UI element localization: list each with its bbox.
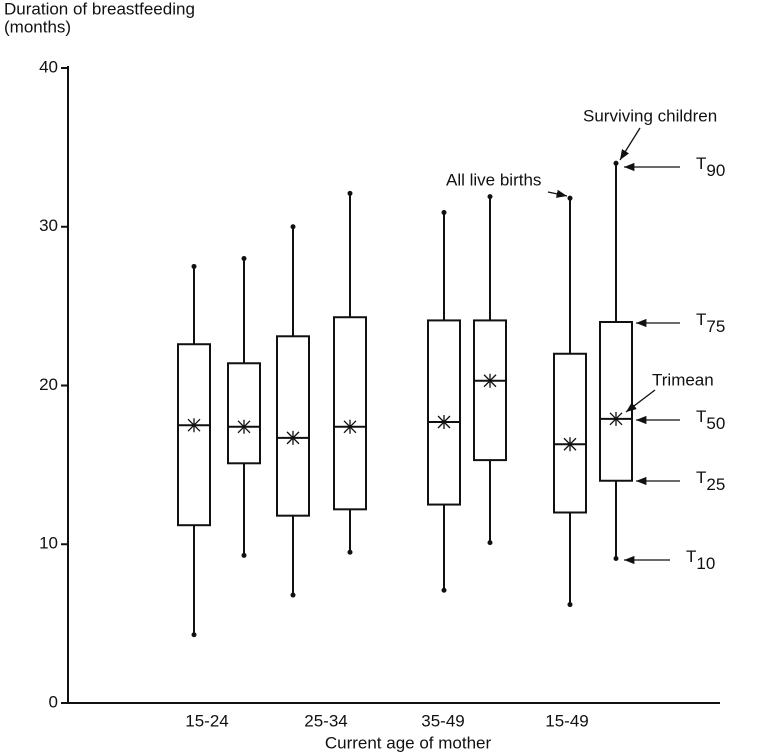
key-sub: 10	[696, 554, 715, 573]
key-sub: 25	[706, 475, 725, 494]
annotation: Surviving children	[583, 106, 717, 125]
annotation-arrow	[547, 189, 568, 198]
box	[427, 319, 461, 506]
box	[227, 362, 261, 465]
t10-dot	[567, 602, 573, 608]
trimean-star	[609, 411, 623, 426]
key-label: T10	[686, 547, 715, 573]
trimean-star	[343, 419, 357, 434]
y-axis-label: (months)	[4, 17, 71, 36]
y-tick-label: 40	[39, 57, 58, 76]
key-letter: T	[696, 310, 706, 329]
key-letter: T	[686, 547, 696, 566]
t90-dot	[441, 209, 447, 215]
x-tick-label: 25-34	[304, 711, 347, 730]
y-axis-label: Duration of breastfeeding	[4, 0, 195, 18]
trimean-star	[187, 418, 201, 433]
x-tick-label: 15-49	[545, 711, 588, 730]
key-sub: 50	[706, 414, 725, 433]
key-sub: 75	[706, 317, 725, 336]
trimean-star	[483, 373, 497, 388]
trimean-star	[563, 437, 577, 452]
trimean-star	[237, 419, 251, 434]
t10-dot	[487, 540, 493, 546]
t10-dot	[347, 549, 353, 555]
box	[276, 335, 310, 517]
y-tick-label: 10	[39, 534, 58, 553]
t90-dot	[487, 194, 493, 200]
t90-dot	[567, 195, 573, 201]
t10-dot	[290, 592, 296, 598]
t90-dot	[241, 256, 247, 261]
key-letter: T	[696, 154, 706, 173]
trimean-label: Trimean	[652, 370, 714, 389]
box	[333, 316, 367, 511]
y-tick-label: 20	[39, 375, 58, 394]
key-letter: T	[696, 407, 706, 426]
box	[553, 352, 587, 514]
t10-dot	[613, 556, 619, 562]
t90-dot	[347, 190, 353, 196]
t90-dot	[290, 224, 296, 230]
key-label: T50	[696, 407, 725, 433]
t10-dot	[241, 552, 247, 558]
key-label: T75	[696, 310, 725, 336]
box	[473, 319, 507, 462]
annotation-arrow	[619, 127, 641, 161]
x-tick-label: 35-49	[421, 711, 464, 730]
box	[599, 321, 633, 482]
key-label: T90	[696, 154, 725, 180]
t10-dot	[191, 632, 197, 638]
key-label: T25	[696, 468, 725, 494]
trimean-star	[286, 430, 300, 445]
x-axis-label: Current age of mother	[325, 733, 492, 752]
t90-dot	[191, 263, 197, 269]
t10-dot	[441, 587, 447, 593]
key-arrow	[625, 389, 656, 413]
trimean-star	[437, 415, 451, 430]
t90-dot	[613, 160, 619, 166]
y-tick-label: 30	[39, 216, 58, 235]
key-sub: 90	[706, 161, 725, 180]
y-tick-label: 0	[49, 692, 58, 711]
key-letter: T	[696, 468, 706, 487]
x-tick-label: 15-24	[185, 711, 228, 730]
box	[177, 343, 211, 527]
annotation: All live births	[446, 170, 541, 189]
